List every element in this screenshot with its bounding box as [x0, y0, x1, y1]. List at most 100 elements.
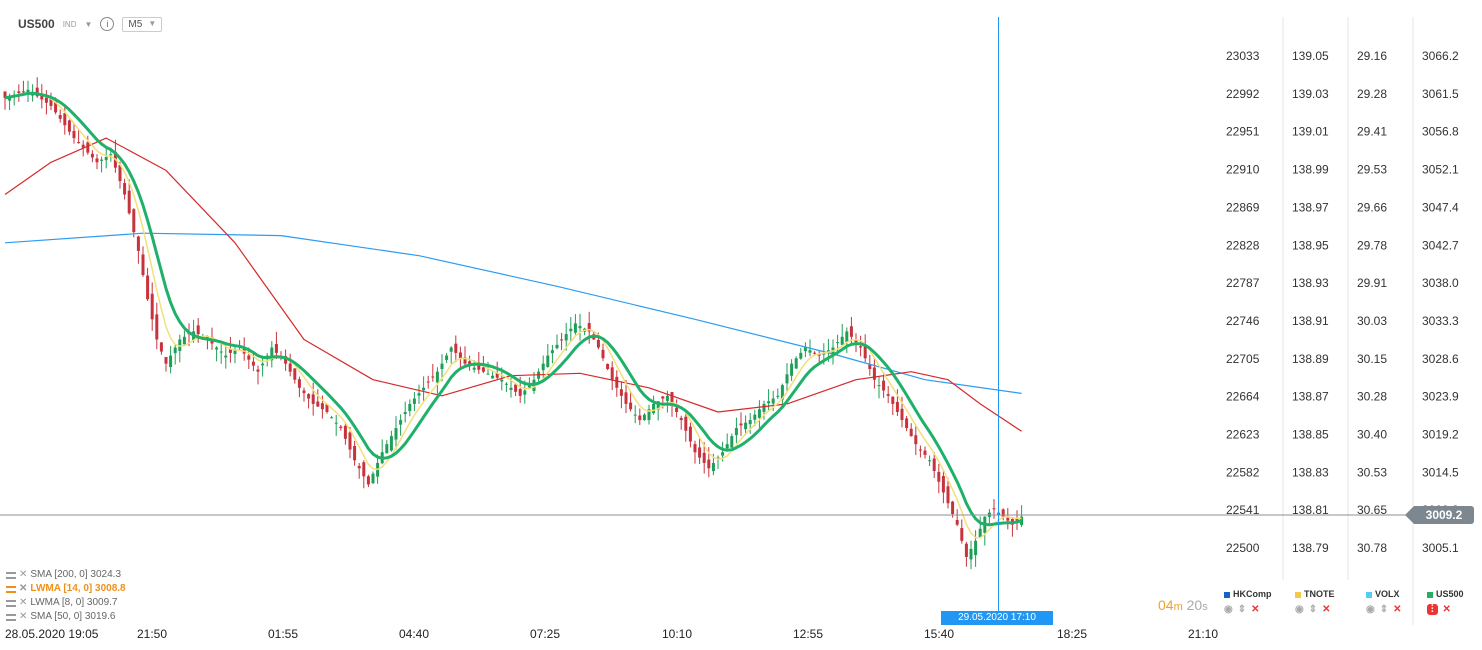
legend-item-sma200[interactable]: ✕ SMA [200, 0] 3024.3: [6, 568, 126, 582]
candle-body: [440, 363, 444, 370]
y-tick-label: 138.81: [1292, 503, 1329, 517]
candle-countdown: 04m 20s: [1158, 597, 1208, 613]
y-tick-label: 29.78: [1357, 238, 1387, 252]
candle-body: [813, 352, 817, 354]
candle-body: [509, 387, 513, 391]
candle-body: [550, 350, 554, 354]
candle-body: [228, 349, 232, 353]
chart-type-icon[interactable]: ⫶: [1427, 604, 1438, 615]
candle-body: [693, 444, 697, 453]
candle-body: [610, 367, 614, 380]
candle-body: [845, 331, 849, 342]
y-tick-label: 22541: [1226, 503, 1260, 517]
y-tick-label: 22951: [1226, 125, 1260, 139]
candle-body: [863, 346, 867, 359]
candle-body: [399, 420, 403, 425]
sort-icon[interactable]: ⇕: [1308, 604, 1318, 615]
y-tick-label: 3014.5: [1422, 465, 1459, 479]
candle-body: [109, 154, 113, 156]
y-tick-label: 22828: [1226, 238, 1260, 252]
candle-body: [799, 352, 803, 359]
candle-body: [233, 350, 237, 354]
indicator-legend: ✕ SMA [200, 0] 3024.3 ✕ LWMA [14, 0] 3008.…: [6, 568, 126, 624]
candle-body: [633, 414, 637, 416]
close-icon[interactable]: ✕: [19, 583, 28, 594]
y-tick-label: 22664: [1226, 390, 1260, 404]
y-tick-label: 29.41: [1357, 125, 1387, 139]
close-icon[interactable]: ✕: [19, 569, 28, 580]
settings-icon[interactable]: [6, 585, 16, 593]
candle-body: [555, 344, 559, 349]
candle-body: [790, 363, 794, 376]
chevron-down-icon[interactable]: ▼: [84, 19, 93, 29]
time-axis: 28.05.2020 19:05 21:50 01:55 04:40 07:25 10:1…: [5, 627, 1218, 641]
candle-body: [748, 420, 752, 425]
timeframe-select[interactable]: M5 ▼: [122, 16, 163, 32]
candle-body: [647, 409, 651, 421]
candle-body: [891, 396, 895, 404]
legend-label: SMA [50, 0] 3019.6: [30, 611, 116, 622]
candle-body: [937, 471, 941, 482]
y-tick-label: 29.16: [1357, 49, 1387, 63]
candle-body: [261, 363, 265, 366]
settings-icon[interactable]: [6, 571, 16, 579]
info-icon[interactable]: i: [100, 17, 115, 31]
y-tick-label: 22623: [1226, 428, 1260, 442]
x-tick-label: 15:40: [924, 627, 954, 641]
candle-body: [353, 445, 357, 461]
candle-body: [771, 398, 775, 404]
settings-icon[interactable]: [6, 599, 16, 607]
sort-icon[interactable]: ⇕: [1379, 604, 1389, 615]
candle-body: [3, 91, 7, 98]
symbol-name[interactable]: US500: [18, 17, 55, 31]
eye-icon[interactable]: ◉: [1224, 604, 1233, 615]
y-tick-label: 3023.9: [1422, 390, 1459, 404]
close-icon[interactable]: ✕: [19, 597, 28, 608]
candle-body: [136, 236, 140, 251]
y-tick-label: 22869: [1226, 200, 1260, 214]
legend-item-lwma8[interactable]: ✕ LWMA [8, 0] 3009.7: [6, 596, 126, 610]
candle-body: [615, 376, 619, 388]
y-tick-label: 3019.2: [1422, 428, 1459, 442]
close-icon[interactable]: ✕: [1251, 604, 1260, 615]
settings-icon[interactable]: [6, 613, 16, 621]
candle-body: [872, 367, 876, 380]
candle-body: [463, 357, 467, 364]
close-icon[interactable]: ✕: [19, 611, 28, 622]
y-tick-label: 30.78: [1357, 541, 1387, 555]
candle-body: [357, 465, 361, 469]
x-tick-label: 28.05.2020 19:05: [5, 627, 99, 641]
close-icon[interactable]: ✕: [1442, 604, 1451, 615]
instrument-name: US500: [1436, 589, 1464, 599]
candle-body: [219, 351, 223, 353]
candle-body: [624, 392, 628, 404]
candle-body: [767, 401, 771, 404]
countdown-minutes-unit: m: [1173, 601, 1183, 613]
candle-body: [445, 355, 449, 360]
y-tick-label: 3052.1: [1422, 163, 1459, 177]
candle-body: [173, 347, 177, 354]
candle-body: [141, 254, 145, 276]
sort-icon[interactable]: ⇕: [1237, 604, 1247, 615]
candle-body: [504, 383, 508, 385]
candle-body: [684, 416, 688, 431]
y-tick-label: 30.15: [1357, 352, 1387, 366]
eye-icon[interactable]: ◉: [1295, 604, 1304, 615]
eye-icon[interactable]: ◉: [1366, 604, 1375, 615]
color-swatch: [1295, 591, 1301, 598]
instrument-name: HKComp: [1233, 589, 1272, 599]
candle-body: [652, 403, 656, 414]
close-icon[interactable]: ✕: [1393, 604, 1402, 615]
candle-body: [518, 389, 522, 396]
candle-body: [882, 380, 886, 391]
candle-body: [923, 450, 927, 455]
close-icon[interactable]: ✕: [1322, 604, 1331, 615]
candle-body: [293, 368, 297, 380]
y-tick-label: 139.01: [1292, 125, 1329, 139]
legend-item-lwma14[interactable]: ✕ LWMA [14, 0] 3008.8: [6, 582, 126, 596]
legend-item-sma50[interactable]: ✕ SMA [50, 0] 3019.6: [6, 610, 126, 624]
y-tick-label: 29.66: [1357, 200, 1387, 214]
candle-body: [17, 91, 21, 94]
candle-body: [132, 209, 136, 233]
